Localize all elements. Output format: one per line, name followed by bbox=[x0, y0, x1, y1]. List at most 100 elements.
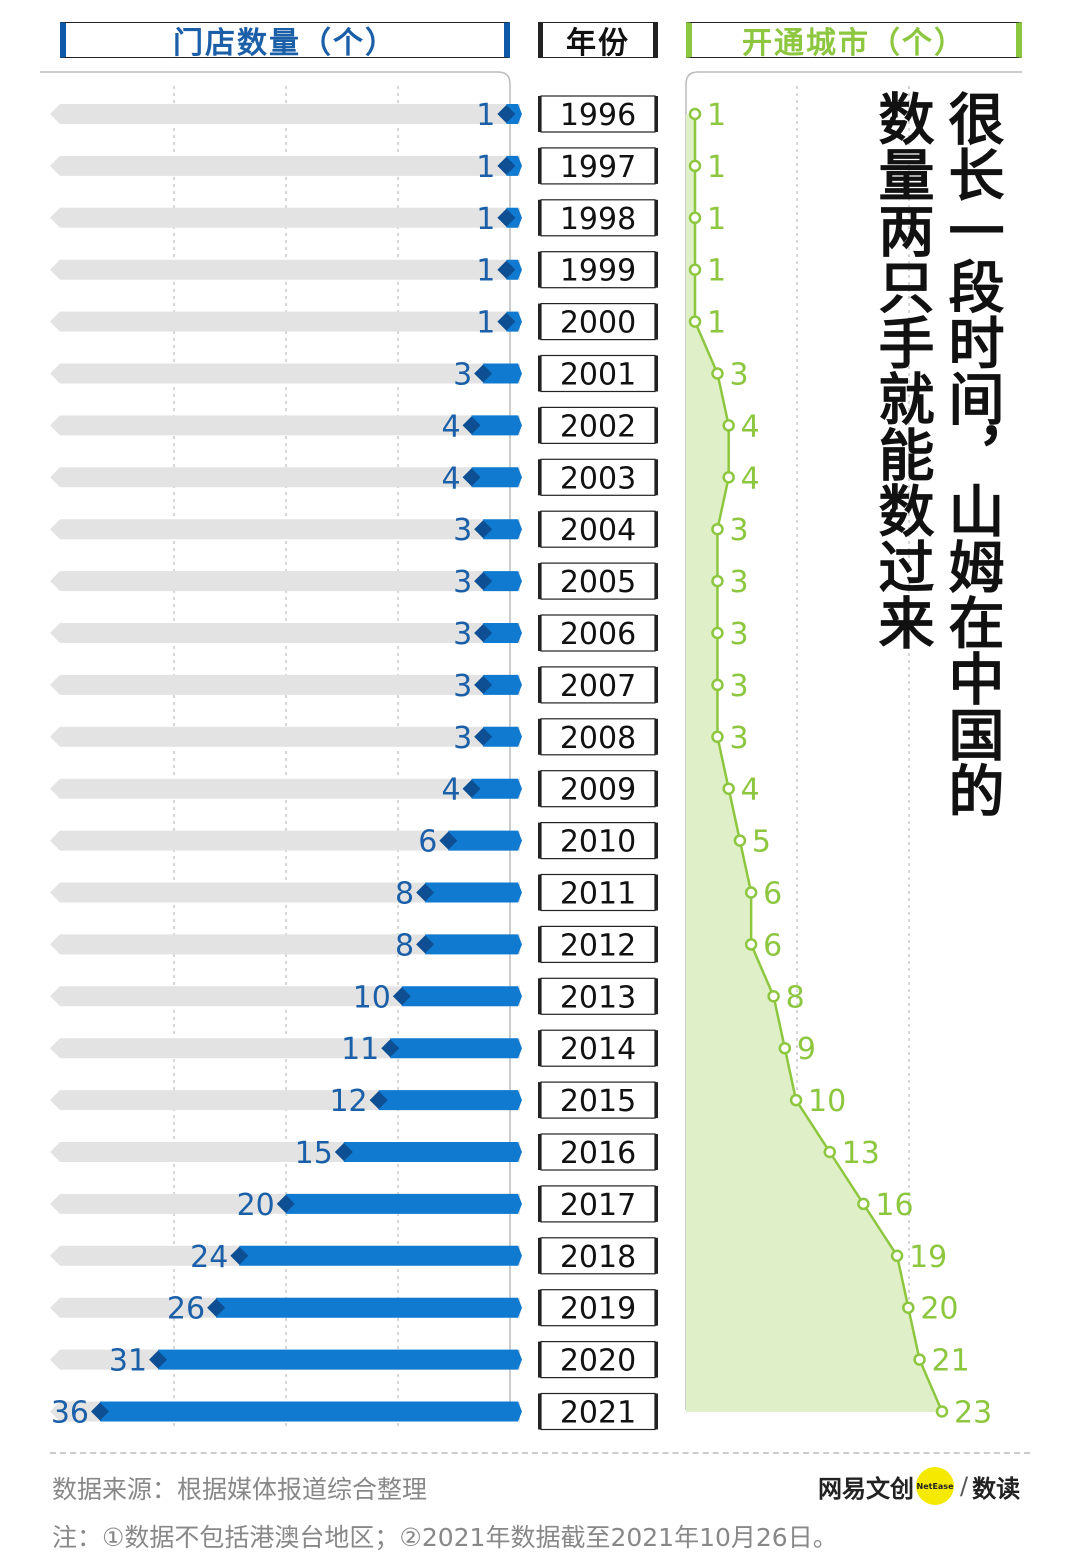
year-box bbox=[540, 1392, 656, 1431]
year-box bbox=[540, 821, 656, 860]
year-box-edge bbox=[538, 96, 541, 132]
year-box-edge bbox=[538, 199, 541, 236]
city-point bbox=[688, 263, 702, 276]
year-box-edge bbox=[538, 303, 541, 340]
city-value-label: 1 bbox=[707, 306, 726, 341]
store-bar-marker bbox=[474, 364, 493, 383]
year-label: 1999 bbox=[560, 254, 636, 289]
brand-right: 数读 bbox=[972, 1474, 1021, 1503]
year-box-edge bbox=[538, 459, 541, 496]
year-box-edge bbox=[538, 563, 541, 600]
brand-left: 网易文创 bbox=[818, 1474, 914, 1503]
store-bar-track bbox=[50, 778, 520, 799]
city-point bbox=[722, 782, 735, 795]
year-box-edge bbox=[538, 1082, 541, 1119]
store-bar bbox=[483, 519, 522, 540]
year-box-edge bbox=[655, 978, 658, 1015]
store-bar bbox=[343, 1142, 522, 1162]
store-bar-marker bbox=[497, 260, 516, 279]
store-bar-marker bbox=[474, 572, 493, 591]
store-value-label: 1 bbox=[476, 202, 495, 237]
store-bar bbox=[448, 830, 522, 851]
year-box-edge bbox=[655, 666, 658, 703]
stores-header: 门店数量（个） bbox=[60, 22, 510, 61]
city-value-label: 9 bbox=[797, 1032, 816, 1067]
year-box-edge bbox=[538, 1237, 541, 1274]
headline-line-1: 很长一段时间，山姆在中国的 bbox=[939, 90, 1004, 818]
store-bar-marker bbox=[381, 1039, 400, 1058]
city-value-label: 4 bbox=[741, 409, 760, 444]
year-box-edge bbox=[655, 251, 658, 288]
store-bar-marker bbox=[276, 1194, 295, 1213]
store-bar bbox=[483, 363, 522, 384]
year-label: 2019 bbox=[560, 1292, 636, 1327]
store-value-label: 31 bbox=[109, 1344, 147, 1379]
city-point bbox=[733, 834, 747, 847]
store-bar bbox=[483, 726, 522, 747]
year-box-edge bbox=[538, 1393, 541, 1430]
city-value-label: 23 bbox=[954, 1396, 992, 1431]
city-point bbox=[935, 1405, 949, 1418]
store-bar-marker bbox=[462, 416, 481, 435]
year-header: 年份 bbox=[538, 22, 658, 61]
store-value-label: 3 bbox=[453, 358, 472, 393]
city-value-label: 3 bbox=[729, 565, 748, 600]
year-box bbox=[540, 1289, 656, 1327]
store-bar-marker bbox=[474, 520, 493, 539]
city-point bbox=[711, 678, 724, 692]
cities-header: 开通城市（个） bbox=[686, 22, 1022, 61]
store-bar bbox=[483, 674, 522, 695]
city-value-label: 1 bbox=[707, 202, 726, 237]
brand-logo: 网易文创 NetEase / 数读 bbox=[818, 1467, 1021, 1505]
city-point bbox=[711, 367, 724, 380]
store-bar-marker bbox=[416, 883, 435, 902]
year-label: 2007 bbox=[560, 669, 636, 704]
year-label: 2005 bbox=[560, 565, 636, 600]
store-value-label: 1 bbox=[476, 254, 495, 289]
city-point bbox=[902, 1301, 915, 1314]
year-label: 2015 bbox=[560, 1084, 636, 1119]
year-box-edge bbox=[655, 1030, 658, 1067]
year-box-edge bbox=[538, 1030, 541, 1067]
store-bar bbox=[471, 467, 522, 488]
year-box-edge bbox=[538, 770, 541, 807]
city-value-label: 4 bbox=[741, 773, 760, 808]
city-point bbox=[711, 574, 724, 588]
city-point bbox=[744, 886, 758, 899]
year-box bbox=[540, 251, 656, 289]
store-bar-marker bbox=[392, 987, 411, 1006]
store-bar bbox=[158, 1349, 523, 1370]
year-box-edge bbox=[538, 1289, 541, 1326]
store-value-label: 12 bbox=[329, 1084, 367, 1119]
store-bar-track bbox=[50, 311, 520, 332]
year-box-edge bbox=[655, 770, 658, 807]
city-value-label: 4 bbox=[741, 461, 760, 496]
year-box-edge bbox=[655, 1134, 658, 1170]
city-point bbox=[789, 1093, 803, 1107]
store-value-label: 4 bbox=[441, 409, 460, 444]
city-value-label: 10 bbox=[808, 1084, 846, 1119]
store-bar-track bbox=[50, 674, 520, 695]
headline-line-2: 数量两只手就能数过来 bbox=[869, 90, 934, 650]
store-bar-track bbox=[50, 207, 520, 228]
year-box-edge bbox=[655, 1289, 658, 1326]
store-value-label: 26 bbox=[167, 1292, 205, 1327]
store-bar-marker bbox=[149, 1350, 168, 1369]
stores-panel-frame bbox=[40, 71, 511, 1420]
year-box-edge bbox=[538, 874, 541, 911]
year-box bbox=[540, 1185, 656, 1223]
store-bar-marker bbox=[230, 1246, 249, 1265]
year-box-edge bbox=[655, 199, 658, 236]
year-box-edge bbox=[538, 1185, 541, 1222]
city-point bbox=[722, 419, 735, 432]
store-value-label: 1 bbox=[476, 306, 495, 341]
cities-area bbox=[686, 114, 942, 1412]
year-box-edge bbox=[655, 407, 658, 444]
year-label: 2016 bbox=[560, 1136, 636, 1171]
store-bar bbox=[216, 1297, 522, 1318]
store-value-label: 3 bbox=[453, 721, 472, 756]
year-label: 1998 bbox=[560, 202, 636, 237]
year-label: 2004 bbox=[560, 513, 636, 548]
year-box-edge bbox=[538, 822, 541, 859]
store-value-label: 8 bbox=[395, 877, 414, 912]
